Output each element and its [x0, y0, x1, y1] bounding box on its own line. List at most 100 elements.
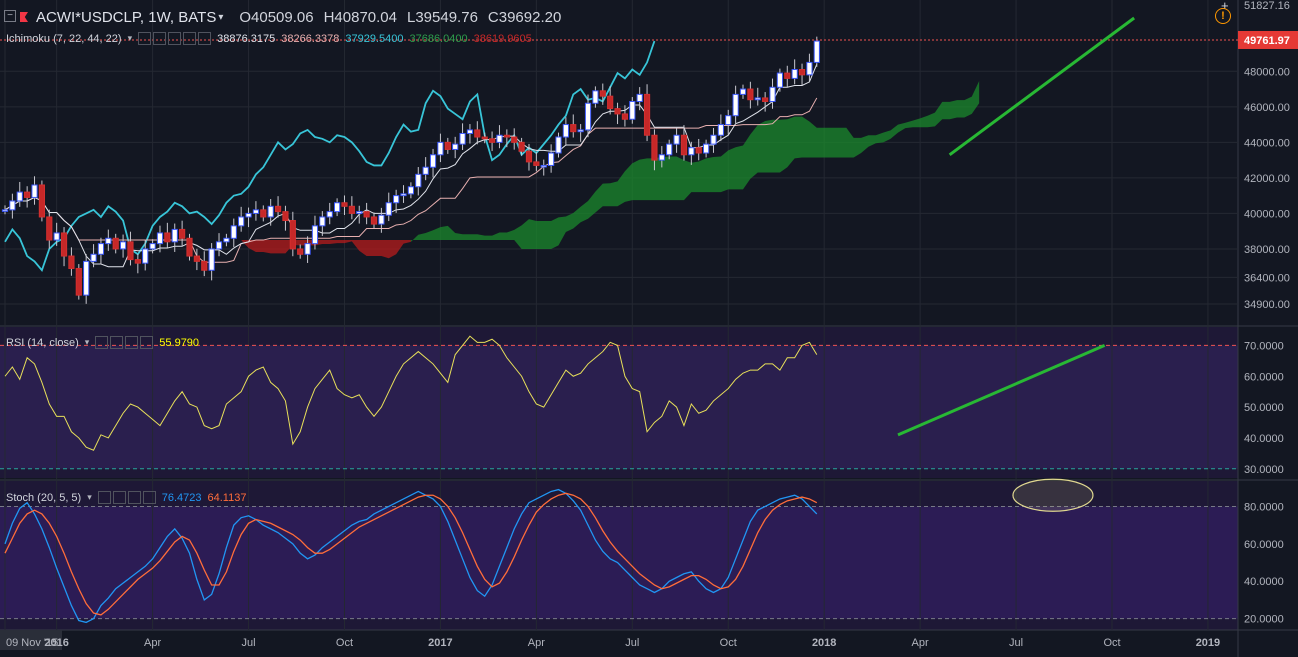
last-price-label: 49761.97	[1244, 35, 1290, 47]
candle	[548, 152, 555, 166]
candle	[201, 260, 208, 271]
plus-icon[interactable]	[127, 491, 141, 504]
eye-icon[interactable]	[138, 32, 152, 45]
stoch-d-line	[4, 492, 818, 616]
symbol-title[interactable]: ACWI*USDCLP, 1W, BATS	[36, 8, 217, 26]
ichimoku-dropdown-icon[interactable]: ▾	[127, 33, 133, 43]
time-tick-label: 2017	[428, 637, 452, 649]
close-icon[interactable]	[142, 491, 156, 504]
candle	[747, 88, 754, 101]
settings-icon[interactable]	[168, 32, 182, 45]
candle	[518, 141, 525, 152]
candle	[415, 173, 422, 188]
ichimoku-legend: Ichimoku (7, 22, 44, 22) ▾ 38876.3175 382…	[6, 32, 538, 45]
candle	[326, 211, 333, 218]
ichimoku-value: 38876.3175	[217, 32, 276, 45]
symbol-dropdown-icon[interactable]: ▾	[218, 11, 224, 23]
stoch-dropdown-icon[interactable]: ▾	[87, 492, 92, 502]
candle	[710, 134, 717, 145]
candle	[806, 61, 813, 76]
rsi-tick-label: 30.0000	[1244, 464, 1284, 476]
candle	[776, 72, 783, 88]
rsi-label[interactable]: RSI (14, close)	[6, 336, 79, 349]
candle	[754, 97, 761, 101]
candle	[16, 191, 23, 202]
candle	[466, 129, 474, 134]
ichimoku-value: 37929.5400	[345, 32, 404, 45]
candle	[142, 248, 149, 264]
candle	[503, 134, 510, 138]
candle	[629, 100, 636, 120]
time-tick-label: Jul	[625, 637, 639, 649]
stoch-d-value: 64.1137	[207, 491, 247, 504]
rsi-uptrend-line	[897, 344, 1106, 437]
eye-icon[interactable]	[97, 491, 111, 504]
candle	[666, 143, 673, 156]
time-tick-label: 09 Nov '15	[6, 637, 58, 649]
kumo-green	[410, 81, 980, 249]
settings-icon[interactable]	[112, 491, 126, 504]
candle	[607, 95, 614, 110]
flag-icon[interactable]	[20, 12, 28, 22]
stoch-controls	[97, 491, 156, 504]
candle	[385, 202, 392, 216]
candle	[762, 97, 769, 102]
high-value: H40870.04	[323, 8, 397, 26]
time-tick-label: Apr	[528, 637, 545, 649]
candle	[260, 209, 267, 218]
candle	[577, 129, 584, 133]
rsi-value: 55.9790	[159, 336, 200, 349]
candle	[341, 202, 348, 207]
time-tick-label: Oct	[1103, 637, 1120, 649]
close-icon[interactable]	[198, 32, 212, 45]
candle	[245, 212, 252, 218]
rsi-controls	[95, 336, 154, 349]
rsi-band	[0, 345, 1238, 469]
close-icon[interactable]	[140, 336, 154, 349]
rsi-legend: RSI (14, close) ▾ 55.9790	[6, 336, 199, 349]
price-tick-label: 38000.00	[1244, 244, 1290, 256]
candle	[112, 237, 119, 250]
candle	[31, 184, 38, 198]
ichimoku-label[interactable]: Ichimoku (7, 22, 44, 22)	[6, 32, 122, 45]
alert-icon[interactable]: !	[1215, 8, 1231, 24]
plus-icon[interactable]	[125, 336, 139, 349]
candle	[334, 202, 341, 213]
price-pane[interactable]	[0, 16, 1238, 304]
price-tick-label: 42000.00	[1244, 173, 1290, 185]
stoch-label[interactable]: Stoch (20, 5, 5)	[6, 491, 82, 504]
collapse-icon[interactable]: −	[4, 10, 16, 22]
stoch-pane[interactable]	[0, 478, 1238, 624]
candle	[215, 241, 223, 250]
candle	[274, 205, 282, 213]
time-tick-label: 2018	[812, 637, 836, 649]
symbol-header: ACWI*USDCLP, 1W, BATS ▾ O40509.06 H40870.…	[0, 0, 1238, 34]
candle	[9, 200, 16, 211]
settings-icon[interactable]	[110, 336, 124, 349]
eye-icon[interactable]	[95, 336, 109, 349]
settings-icon[interactable]	[153, 32, 167, 45]
candle	[673, 134, 680, 145]
candle	[525, 150, 533, 163]
candle	[267, 205, 274, 218]
crosshair-icon[interactable]: +	[1221, 0, 1229, 13]
candle	[370, 216, 378, 225]
rsi-tick-label: 50.0000	[1244, 402, 1284, 414]
stoch-tick-label: 40.0000	[1244, 576, 1284, 588]
candle	[400, 193, 407, 197]
plus-icon[interactable]	[183, 32, 197, 45]
candle	[717, 124, 724, 136]
rsi-pane[interactable]	[0, 335, 1238, 470]
candle	[297, 248, 304, 255]
time-tick-label: Oct	[720, 637, 737, 649]
tenkan-line	[4, 63, 818, 268]
stoch-tick-label: 20.0000	[1244, 614, 1284, 626]
candle	[356, 211, 363, 214]
candle	[171, 228, 178, 243]
candle	[688, 147, 695, 156]
ohlc-values: O40509.06 H40870.04 L39549.76 C39692.20	[239, 9, 571, 26]
rsi-dropdown-icon[interactable]: ▾	[84, 337, 90, 347]
price-tick-label: 40000.00	[1244, 208, 1290, 220]
kijun-line	[4, 97, 818, 263]
